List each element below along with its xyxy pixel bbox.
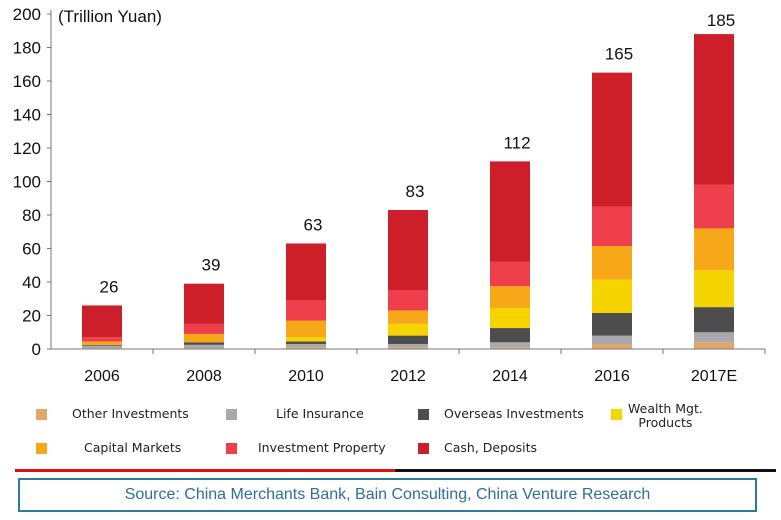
x-category-label-2014: 2014 xyxy=(492,368,528,385)
bar-segment-2010-wealth-mgt-products xyxy=(286,337,326,342)
bar-segment-2008-investment-property xyxy=(184,323,224,334)
x-category-label-2017E: 2017E xyxy=(691,368,737,385)
total-label-2017E: 185 xyxy=(707,11,735,30)
bar-segment-2016-life-insurance xyxy=(592,335,632,344)
y-tick-label-140: 140 xyxy=(13,106,41,125)
source-text: Source: China Merchants Bank, Bain Consu… xyxy=(124,486,651,503)
legend-label-investment-property: Investment Property xyxy=(258,440,386,455)
bar-segment-2017E-capital-markets xyxy=(694,228,734,271)
legend-label-life-insurance: Life Insurance xyxy=(276,406,364,421)
total-label-2006: 26 xyxy=(100,277,119,296)
y-tick-label-80: 80 xyxy=(22,206,41,225)
x-category-label-2008: 2008 xyxy=(186,368,222,385)
stacked-bar-chart: 0 20 40 60 80 100 120 140 160 180 200 (Trillion Yu… xyxy=(13,5,766,385)
x-category-label-2012: 2012 xyxy=(390,368,426,385)
bar-segment-2017E-wealth-mgt-products xyxy=(694,270,734,308)
bar-segment-2010-life-insurance xyxy=(286,343,326,348)
y-tick-label-0: 0 xyxy=(32,340,41,359)
bar-segment-2016-other-investments xyxy=(592,343,632,349)
bar-segment-2012-wealth-mgt-products xyxy=(388,323,428,336)
y-tick-label-40: 40 xyxy=(22,273,41,292)
bar-segment-2014-cash-deposits xyxy=(490,161,530,262)
bar-segment-2012-other-investments xyxy=(388,347,428,349)
y-tick-label-20: 20 xyxy=(22,307,41,326)
bar-segment-2012-investment-property xyxy=(388,290,428,311)
bar-segment-2010-investment-property xyxy=(286,300,326,321)
legend-label-wealth-mgt-products: Wealth Mgt. Products xyxy=(628,401,703,430)
x-category-label-2010: 2010 xyxy=(288,368,324,385)
bar-segment-2008-cash-deposits xyxy=(184,283,224,324)
legend-swatch-capital-markets xyxy=(36,443,47,454)
bar-segment-2006-overseas-investments xyxy=(82,344,122,346)
bar-segment-2017E-cash-deposits xyxy=(694,34,734,185)
bar-segment-2016-investment-property xyxy=(592,206,632,246)
y-tick-label-100: 100 xyxy=(13,173,41,192)
bar-segment-2006-investment-property xyxy=(82,337,122,342)
divider-black xyxy=(395,469,776,472)
bar-segment-2016-capital-markets xyxy=(592,245,632,280)
legend-label-other-investments: Other Investments xyxy=(72,406,189,421)
y-tick-label-60: 60 xyxy=(22,240,41,259)
bar-segment-2008-capital-markets xyxy=(184,333,224,343)
total-label-2012: 83 xyxy=(406,182,425,201)
bar-segment-2017E-life-insurance xyxy=(694,332,734,343)
divider-red xyxy=(15,469,395,472)
bar-segment-2014-investment-property xyxy=(490,261,530,287)
y-tick-label-200: 200 xyxy=(13,5,41,24)
bar-segment-2006-life-insurance xyxy=(82,345,122,349)
total-label-2008: 39 xyxy=(202,256,221,275)
bar-segment-2014-overseas-investments xyxy=(490,328,530,343)
legend-label-overseas-investments: Overseas Investments xyxy=(444,406,584,421)
bar-segment-2006-capital-markets xyxy=(82,341,122,345)
legend-swatch-wealth-mgt-products xyxy=(611,409,622,420)
bar-segment-2014-life-insurance xyxy=(490,342,530,348)
legend-swatch-other-investments xyxy=(36,409,47,420)
bar-segment-2017E-overseas-investments xyxy=(694,307,734,333)
unit-label: (Trillion Yuan) xyxy=(58,7,162,26)
bar-segment-2008-life-insurance xyxy=(184,344,224,349)
x-category-label-2006: 2006 xyxy=(84,368,120,385)
y-tick-label-180: 180 xyxy=(13,39,41,58)
bar-segment-2017E-other-investments xyxy=(694,342,734,349)
total-label-2014: 112 xyxy=(503,133,530,152)
bar-segment-2016-wealth-mgt-products xyxy=(592,279,632,313)
bar-segment-2014-capital-markets xyxy=(490,286,530,308)
bar-segment-2014-other-investments xyxy=(490,347,530,349)
bar-segment-2010-capital-markets xyxy=(286,320,326,338)
chart-legend: Other Investments Life Insurance Overseas … xyxy=(0,398,781,464)
total-label-2016: 165 xyxy=(605,45,633,64)
legend-label-cash-deposits: Cash, Deposits xyxy=(444,440,538,455)
y-tick-label-120: 120 xyxy=(13,139,41,158)
bar-segment-2017E-investment-property xyxy=(694,184,734,229)
x-category-label-2016: 2016 xyxy=(594,368,630,385)
y-tick-label-160: 160 xyxy=(13,72,41,91)
bar-segment-2012-cash-deposits xyxy=(388,209,428,291)
bar-segment-2010-other-investments xyxy=(286,347,326,349)
bar-segment-2010-cash-deposits xyxy=(286,243,326,301)
legend-swatch-cash-deposits xyxy=(418,443,429,454)
legend-swatch-life-insurance xyxy=(226,409,237,420)
legend-swatch-investment-property xyxy=(226,443,237,454)
bar-segment-2016-overseas-investments xyxy=(592,312,632,336)
legend-label-capital-markets: Capital Markets xyxy=(84,440,182,455)
total-label-2010: 63 xyxy=(304,215,323,234)
bar-segment-2012-life-insurance xyxy=(388,343,428,348)
legend-swatch-overseas-investments xyxy=(418,409,429,420)
bar-segment-2012-capital-markets xyxy=(388,310,428,324)
bar-segment-2014-wealth-mgt-products xyxy=(490,307,530,329)
bar-segment-2010-overseas-investments xyxy=(286,341,326,344)
bar-segment-2016-cash-deposits xyxy=(592,72,632,207)
bar-segment-2006-cash-deposits xyxy=(82,305,122,338)
bar-segment-2008-overseas-investments xyxy=(184,342,224,345)
source-box: Source: China Merchants Bank, Bain Consu… xyxy=(18,478,757,512)
bar-segment-2012-overseas-investments xyxy=(388,335,428,344)
